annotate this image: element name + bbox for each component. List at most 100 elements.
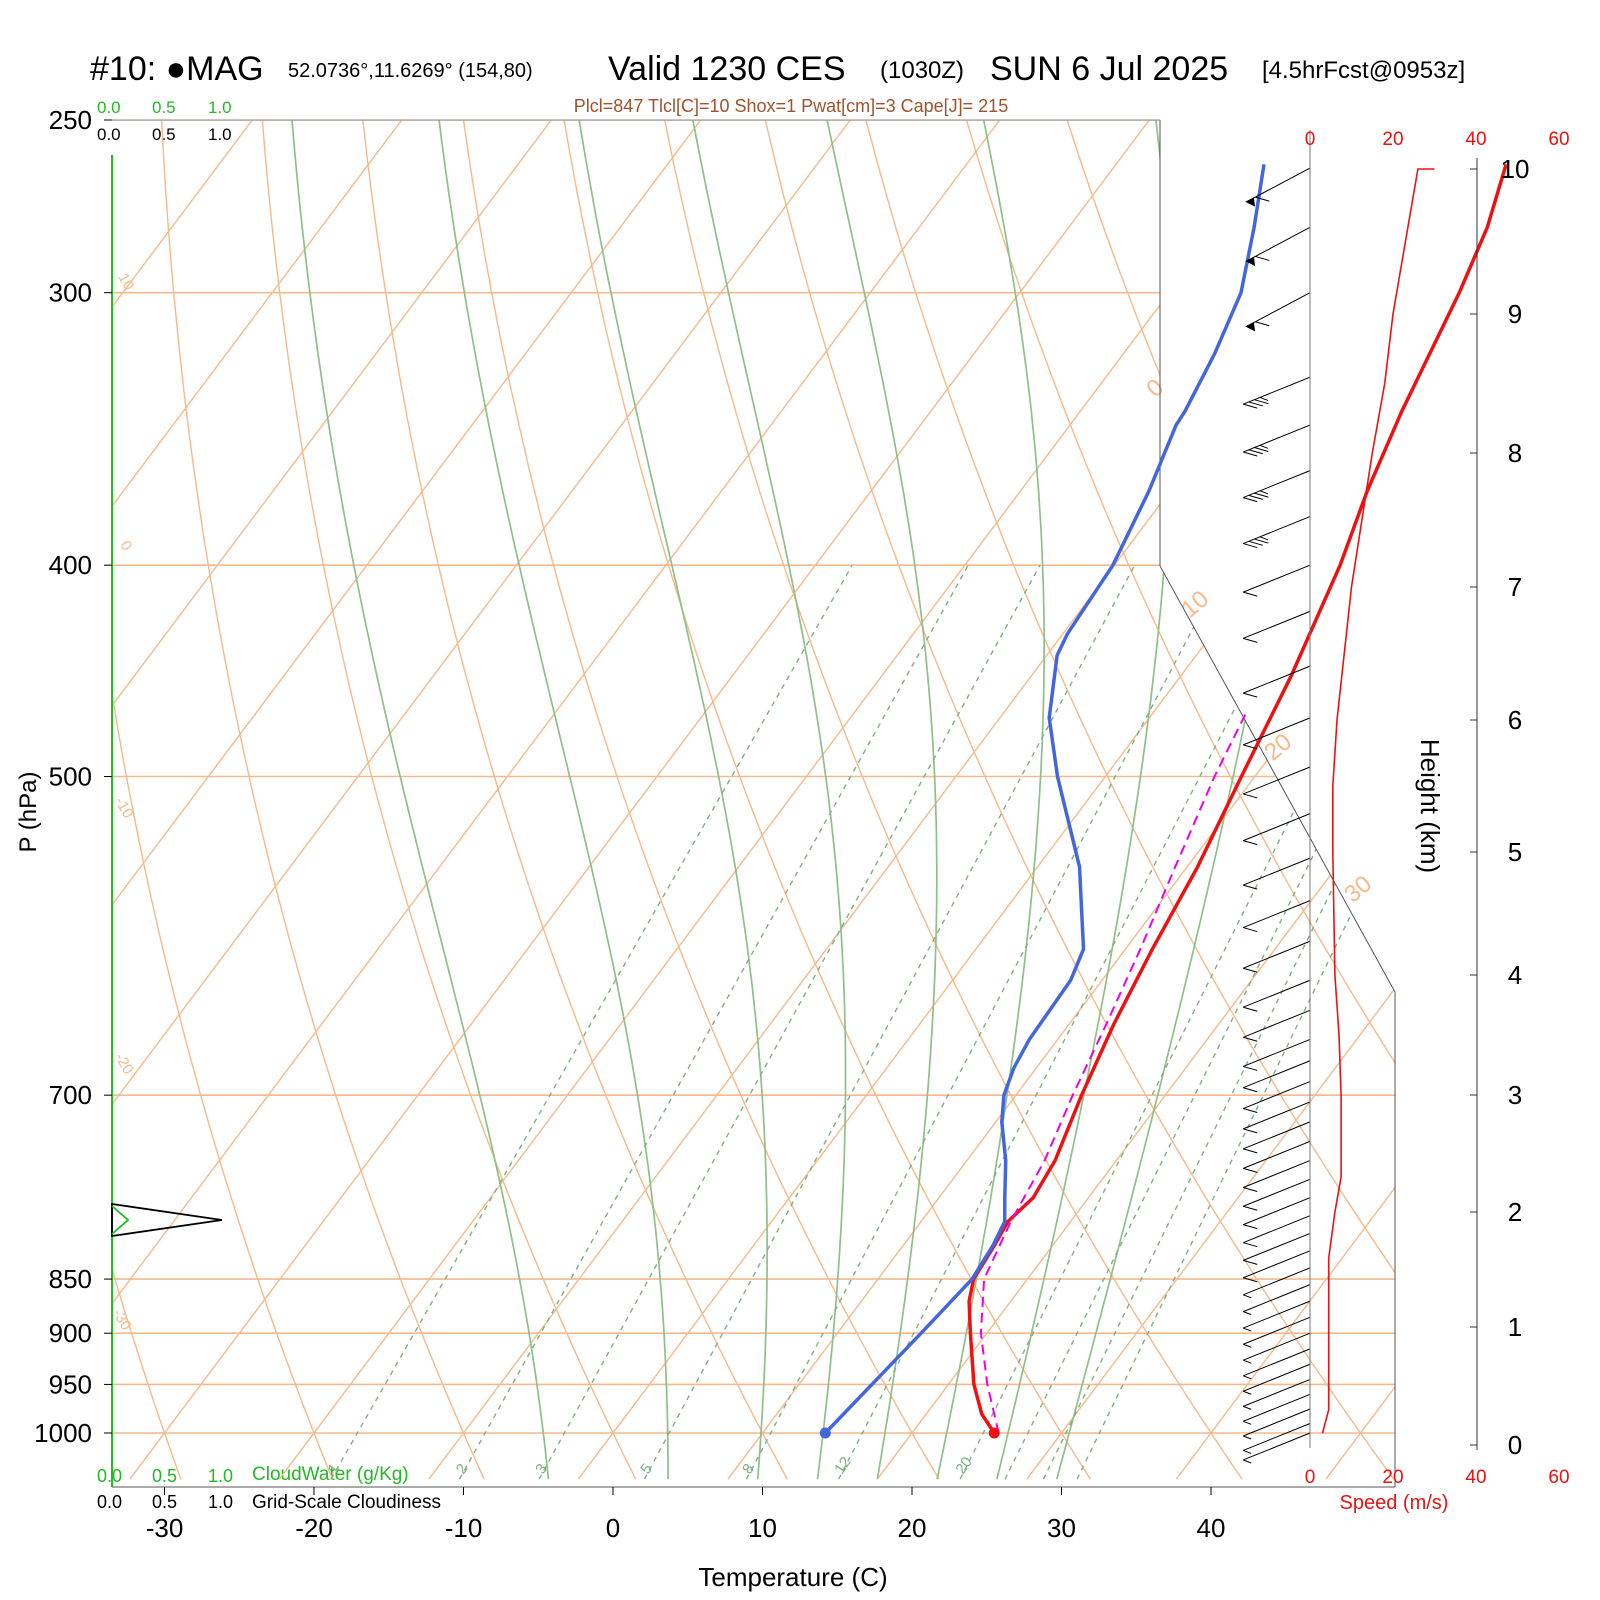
isotherm-50 bbox=[1325, 120, 1395, 1480]
y-tick-label: 500 bbox=[49, 762, 92, 792]
mixing-ratio-line bbox=[458, 564, 969, 1480]
wind-barb-staff bbox=[1243, 1363, 1311, 1392]
wind-barb-staff bbox=[1243, 1267, 1311, 1296]
y-tick-label: 850 bbox=[49, 1264, 92, 1294]
wind-barb-feather bbox=[1243, 591, 1258, 597]
y-tick-label: 950 bbox=[49, 1369, 92, 1399]
height-tick-label: 6 bbox=[1508, 705, 1522, 735]
wind-barb-feather bbox=[1255, 196, 1270, 202]
wind-barb-staff bbox=[1243, 813, 1311, 842]
mixing-ratio-label: 2 bbox=[453, 1461, 472, 1478]
wind-barb-feather bbox=[1248, 401, 1263, 407]
wind-barb-staff bbox=[1243, 424, 1311, 453]
mixing-ratio-line bbox=[959, 564, 1395, 1480]
wind-barb-staff bbox=[1243, 1423, 1311, 1451]
moist-adiabat bbox=[433, 120, 669, 1480]
mixing-ratio-line bbox=[643, 564, 1136, 1480]
wind-barb-feather bbox=[1243, 793, 1258, 799]
station-coords: 52.0736°,11.6269° (154,80) bbox=[288, 60, 533, 82]
isotherm-label: 10 bbox=[1176, 585, 1214, 623]
wind-barb-half-feather bbox=[1243, 1390, 1252, 1395]
wind-barb-feather bbox=[1243, 1259, 1258, 1265]
wind-barb-staff bbox=[1243, 1215, 1311, 1244]
valid-zulu: (1030Z) bbox=[880, 57, 964, 84]
wind-barb-half-feather bbox=[1243, 1459, 1252, 1464]
wind-barb-staff bbox=[1243, 1160, 1311, 1188]
dry-adiabat bbox=[112, 120, 182, 1480]
dry-adiabat bbox=[855, 120, 1395, 1480]
dry-adiabat bbox=[1054, 120, 1395, 1480]
isotherm-label: -20 bbox=[111, 1050, 137, 1077]
cloudiness-marker bbox=[111, 1202, 223, 1238]
diagram-frame bbox=[111, 119, 1396, 1488]
diagram-axes: -30 -20 -10 0 10 20 30 402503004005007008509009… bbox=[34, 105, 1529, 1543]
isotherm-label: 10 bbox=[114, 270, 137, 293]
wind-barb-feather bbox=[1243, 1277, 1258, 1283]
sounding-profiles bbox=[819, 163, 1508, 1439]
isotherm--90 bbox=[112, 120, 282, 1480]
wind-barb-staff bbox=[1243, 1232, 1311, 1261]
valid-time: Valid 1230 CES bbox=[608, 50, 846, 88]
cloudiness-scale-top-0: 0.0 bbox=[97, 125, 121, 144]
height-tick-label: 1 bbox=[1508, 1312, 1522, 1342]
wind-barb-feather bbox=[1254, 447, 1269, 453]
wind-barb-staff bbox=[1243, 900, 1311, 929]
dry-adiabat bbox=[755, 120, 1395, 1480]
wind-barb-feather bbox=[1254, 399, 1269, 405]
wind-barb-feather bbox=[1255, 255, 1270, 261]
moist-adiabat bbox=[1055, 120, 1326, 1480]
wind-barb-staff bbox=[1243, 1081, 1311, 1109]
wind-barb-staff bbox=[1246, 167, 1311, 203]
plot-right-edge bbox=[1159, 120, 1396, 1487]
speed-tick-label-top: 0 bbox=[1305, 129, 1316, 150]
wind-barb-staff bbox=[1243, 1250, 1311, 1279]
moist-adiabat bbox=[818, 120, 938, 1480]
x-tick-label: 20 bbox=[898, 1513, 927, 1543]
wind-barb-feather bbox=[1248, 494, 1263, 500]
y-tick-label: 300 bbox=[49, 278, 92, 308]
wind-barb-feather bbox=[1243, 1205, 1258, 1211]
mixing-ratio-label: 12 bbox=[831, 1454, 854, 1477]
speed-tick-label-bottom: 0 bbox=[1305, 1467, 1316, 1488]
x-tick-label: -30 bbox=[146, 1513, 184, 1543]
height-tick-label: 8 bbox=[1508, 438, 1522, 468]
moist-adiabat bbox=[572, 120, 768, 1480]
cloudiness-label: Grid-Scale Cloudiness bbox=[252, 1492, 441, 1513]
cloudiness-scale-bottom-2: 1.0 bbox=[208, 1492, 233, 1512]
x-tick-label: 40 bbox=[1197, 1513, 1226, 1543]
height-tick-label: 9 bbox=[1508, 299, 1522, 329]
wind-barb-staff bbox=[1243, 665, 1311, 694]
speed-tick-label-bottom: 60 bbox=[1548, 1467, 1569, 1488]
wind-barb-staff bbox=[1243, 1316, 1311, 1345]
surface-dewpoint-point bbox=[819, 1427, 831, 1439]
isotherm-10 bbox=[727, 120, 1395, 1480]
wind-barb-staff bbox=[1243, 1348, 1311, 1377]
wind-barb-feather bbox=[1243, 1036, 1258, 1042]
mixing-ratio-line bbox=[745, 564, 1227, 1480]
isotherm--70 bbox=[112, 120, 581, 1480]
x-axis-title: Temperature (C) bbox=[698, 1562, 887, 1592]
height-tick-label: 4 bbox=[1508, 960, 1522, 990]
moist-adiabat bbox=[936, 120, 1045, 1480]
wind-barb-half-feather bbox=[1259, 536, 1269, 541]
wind-barb-feather bbox=[1243, 1187, 1258, 1192]
wind-barb-staff bbox=[1243, 1060, 1311, 1089]
temperature-line bbox=[967, 163, 1508, 1434]
wind-barb-feather bbox=[1243, 967, 1258, 973]
isotherm--50 bbox=[112, 120, 880, 1480]
cloudiness-scale-bottom-1: 0.5 bbox=[152, 1492, 177, 1512]
dewpoint-line bbox=[824, 164, 1266, 1435]
wind-barb-feather bbox=[1254, 538, 1269, 544]
height-tick-label: 3 bbox=[1508, 1080, 1522, 1110]
moist-adiabat bbox=[684, 120, 847, 1480]
isotherm--60 bbox=[112, 120, 731, 1480]
speed-tick-label-bottom: 40 bbox=[1465, 1467, 1486, 1488]
wind-barb-half-feather bbox=[1243, 1420, 1252, 1425]
dry-adiabat bbox=[954, 120, 1395, 1480]
isotherm-label: 0 bbox=[1141, 374, 1169, 403]
wind-barb-staff bbox=[1243, 516, 1311, 545]
dry-adiabat bbox=[1453, 81, 1600, 1479]
wind-barb-staff bbox=[1243, 1408, 1311, 1437]
wind-barb-staff bbox=[1243, 1432, 1311, 1461]
